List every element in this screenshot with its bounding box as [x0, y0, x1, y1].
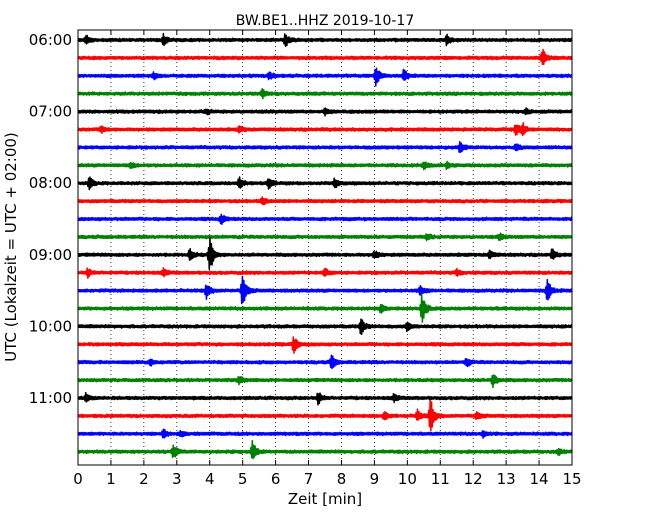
trace-0600 [77, 32, 573, 47]
y-tick-label: 08:00 [29, 174, 72, 192]
trace-0830 [77, 213, 573, 225]
trace-1000 [77, 318, 573, 335]
trace-0730 [77, 140, 573, 154]
x-tick-label: 12 [464, 470, 483, 488]
x-tick-label: 3 [172, 470, 182, 488]
x-tick-label: 4 [205, 470, 215, 488]
trace-0645 [77, 87, 573, 100]
y-tick-label: 10:00 [29, 317, 72, 335]
grid-lines [110, 30, 540, 465]
trace-1045 [77, 374, 573, 389]
trace-1145 [77, 439, 573, 460]
y-tick-label: 09:00 [29, 246, 72, 264]
y-axis-ticks: 06:00 07:00 08:00 09:00 10:00 11:00 [29, 31, 83, 407]
x-tick-label: 0 [73, 470, 83, 488]
x-tick-label: 6 [271, 470, 281, 488]
x-tick-label: 10 [398, 470, 417, 488]
x-tick-label: 8 [337, 470, 347, 488]
trace-0745 [77, 160, 573, 171]
x-axis-label: Zeit [min] [288, 490, 362, 508]
trace-0930 [77, 275, 573, 305]
trace-0815 [77, 196, 573, 206]
y-tick-label: 07:00 [29, 103, 72, 121]
trace-lines [77, 32, 573, 460]
trace-0700 [77, 107, 573, 117]
x-tick-label: 7 [304, 470, 314, 488]
trace-0845 [77, 232, 573, 242]
x-tick-label: 1 [106, 470, 116, 488]
x-axis-ticks: 0 1 2 3 4 5 6 7 8 9 10 11 12 13 14 15 [73, 30, 582, 488]
y-tick-label: 11:00 [29, 389, 72, 407]
y-axis-label: UTC (Lokalzeit = UTC + 02:00) [2, 132, 20, 362]
trace-0715 [77, 122, 573, 137]
trace-1100 [77, 391, 573, 406]
trace-1130 [77, 428, 573, 439]
trace-1030 [77, 354, 573, 370]
trace-1115 [77, 399, 573, 432]
x-tick-label: 15 [562, 470, 581, 488]
plot-frame [77, 29, 573, 466]
x-tick-label: 5 [238, 470, 248, 488]
x-tick-label: 13 [497, 470, 516, 488]
trace-0630 [77, 67, 573, 87]
chart-title: BW.BE1..HHZ 2019-10-17 [236, 13, 415, 29]
x-tick-label: 9 [370, 470, 380, 488]
trace-0800 [77, 176, 573, 191]
trace-0945 [77, 293, 573, 323]
trace-1015 [77, 336, 573, 354]
x-tick-label: 14 [530, 470, 549, 488]
trace-0915 [77, 267, 573, 279]
x-tick-label: 2 [139, 470, 149, 488]
trace-0615 [77, 48, 573, 66]
y-tick-label: 06:00 [29, 31, 72, 49]
trace-0900 [77, 236, 573, 271]
x-tick-label: 11 [431, 470, 450, 488]
